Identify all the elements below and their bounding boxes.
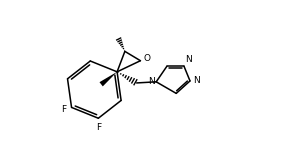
Text: N: N	[148, 77, 155, 86]
Text: F: F	[61, 105, 67, 114]
Text: F: F	[96, 123, 101, 132]
Text: O: O	[144, 54, 151, 63]
Polygon shape	[100, 72, 117, 86]
Text: N: N	[193, 76, 200, 85]
Text: N: N	[185, 55, 192, 64]
